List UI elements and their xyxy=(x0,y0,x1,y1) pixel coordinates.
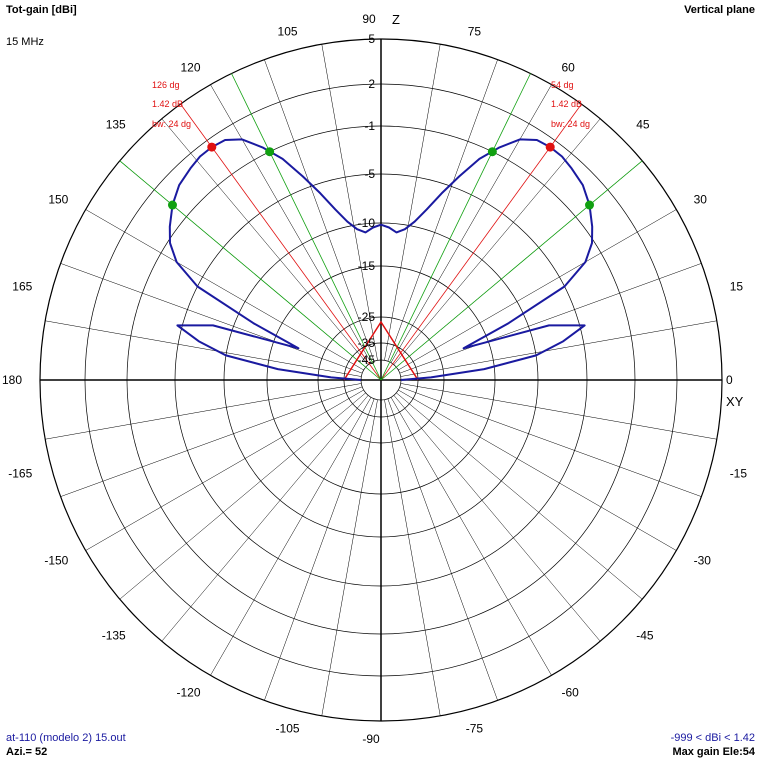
radial-tick-label: 5 xyxy=(368,32,375,46)
angle-tick-label: 45 xyxy=(636,118,650,132)
angle-tick-label: -75 xyxy=(466,722,484,736)
radial-tick-label: -45 xyxy=(358,353,376,367)
angular-gridline xyxy=(321,44,378,361)
angle-tick-label: -120 xyxy=(176,686,200,700)
angular-gridline xyxy=(398,389,677,551)
angular-gridline xyxy=(210,84,372,363)
max-gain-label-left: 1.42 dB xyxy=(152,99,183,109)
frequency-label: 15 MHz xyxy=(6,36,44,48)
plane-title: Vertical plane xyxy=(684,4,755,16)
max-gain-label-left: 126 dg xyxy=(152,80,180,90)
angular-gridline xyxy=(387,59,498,362)
xy-axis-label: XY xyxy=(726,394,744,409)
radial-tick-label: -15 xyxy=(358,259,376,273)
angular-gridline xyxy=(384,44,441,361)
angle-tick-label: -30 xyxy=(694,554,712,568)
radial-tick-label: -5 xyxy=(364,167,375,181)
angle-tick-label: 165 xyxy=(12,280,32,294)
angle-tick-label: -105 xyxy=(276,722,300,736)
angular-gridline xyxy=(264,398,375,701)
beamwidth-line xyxy=(231,73,382,381)
beamwidth-marker xyxy=(585,200,595,210)
angular-gridline xyxy=(321,399,378,716)
angular-gridline xyxy=(85,389,364,551)
radial-tick-labels: 5 2 -1 -5 -10 -15 -25 -35 -45 xyxy=(358,32,376,367)
angle-tick-labels: 0 15 30 45 60 75 90 105 120 135 150 165 180 -165 -150 -… xyxy=(2,12,747,746)
angular-gridline xyxy=(161,395,369,642)
angular-gridline xyxy=(45,383,362,440)
angular-gridline xyxy=(400,320,717,377)
angle-tick-label: 60 xyxy=(562,60,576,74)
radial-tick-label: -1 xyxy=(364,119,375,133)
radial-tick-label: -35 xyxy=(358,336,376,350)
angle-tick-label: 105 xyxy=(278,24,298,38)
angle-tick-label: 75 xyxy=(468,24,482,38)
angle-tick-label: -135 xyxy=(102,628,126,642)
radial-tick-label: -25 xyxy=(358,310,376,324)
gain-markers xyxy=(167,142,595,210)
angular-gridline xyxy=(399,386,702,497)
z-axis-label: Z xyxy=(392,12,400,27)
radial-tick-label: 2 xyxy=(368,77,375,91)
angle-tick-label: -165 xyxy=(8,466,32,480)
beamwidth-marker xyxy=(167,200,177,210)
angular-gridline xyxy=(398,209,677,371)
angle-tick-label: 30 xyxy=(694,193,708,207)
beamwidth-line xyxy=(380,73,531,381)
angle-tick-label: -60 xyxy=(562,686,580,700)
angle-tick-label: 180 xyxy=(2,373,22,387)
beamwidth-marker xyxy=(487,147,497,157)
azimuth-label: Azi.= 52 xyxy=(6,746,48,758)
angle-tick-label: -45 xyxy=(636,628,654,642)
max-gain-label: Max gain Ele:54 xyxy=(672,746,755,758)
angle-tick-label: 135 xyxy=(106,118,126,132)
beamwidth-marker xyxy=(265,147,275,157)
angular-gridline xyxy=(264,59,375,362)
radial-tick-label: -10 xyxy=(358,216,376,230)
angular-gridline xyxy=(390,84,552,363)
beamwidth-line xyxy=(119,160,382,381)
angle-tick-label: -150 xyxy=(44,554,68,568)
angle-tick-label: 15 xyxy=(730,280,744,294)
angular-gridline xyxy=(119,392,366,600)
angular-gridline xyxy=(210,397,372,676)
max-gain-label-right: 1.42 dB xyxy=(551,99,582,109)
max-gain-label-right: bw: 24 dg xyxy=(551,119,590,129)
angle-tick-label: 90 xyxy=(362,12,376,26)
angle-tick-label: 150 xyxy=(48,193,68,207)
angle-tick-label: 0 xyxy=(726,373,733,387)
angular-gridline xyxy=(390,397,552,676)
centre-triangle xyxy=(343,320,419,381)
angular-gridline xyxy=(396,392,643,600)
angular-gridline xyxy=(161,118,369,365)
beamwidth-line xyxy=(380,160,643,381)
max-gain-labels: 54 dg 1.42 dB bw: 24 dg 126 dg 1.42 dB bw: 24… xyxy=(152,80,590,129)
max-gain-marker xyxy=(545,142,555,152)
file-name: at-110 (modelo 2) 15.out xyxy=(6,732,126,744)
angular-gridline xyxy=(399,263,702,374)
angular-gridline xyxy=(384,399,441,716)
max-gain-label-right: 54 dg xyxy=(551,80,574,90)
angular-gridline xyxy=(60,386,363,497)
angular-gridline xyxy=(393,395,601,642)
angle-tick-label: -15 xyxy=(730,466,748,480)
angular-gridline xyxy=(393,118,601,365)
angle-tick-label: 120 xyxy=(180,60,200,74)
angular-gridline xyxy=(60,263,363,374)
max-gain-label-left: bw: 24 dg xyxy=(152,119,191,129)
chart-title: Tot-gain [dBi] xyxy=(6,4,77,16)
max-gain-marker xyxy=(207,142,217,152)
pattern-curve xyxy=(168,138,594,381)
angular-gridline xyxy=(85,209,364,371)
angular-gridline xyxy=(400,383,717,440)
angle-tick-label: -90 xyxy=(362,732,380,746)
angular-gridline xyxy=(387,398,498,701)
gain-pattern xyxy=(168,138,594,381)
gain-range: -999 < dBi < 1.42 xyxy=(670,732,755,744)
angular-gridline xyxy=(45,320,362,377)
